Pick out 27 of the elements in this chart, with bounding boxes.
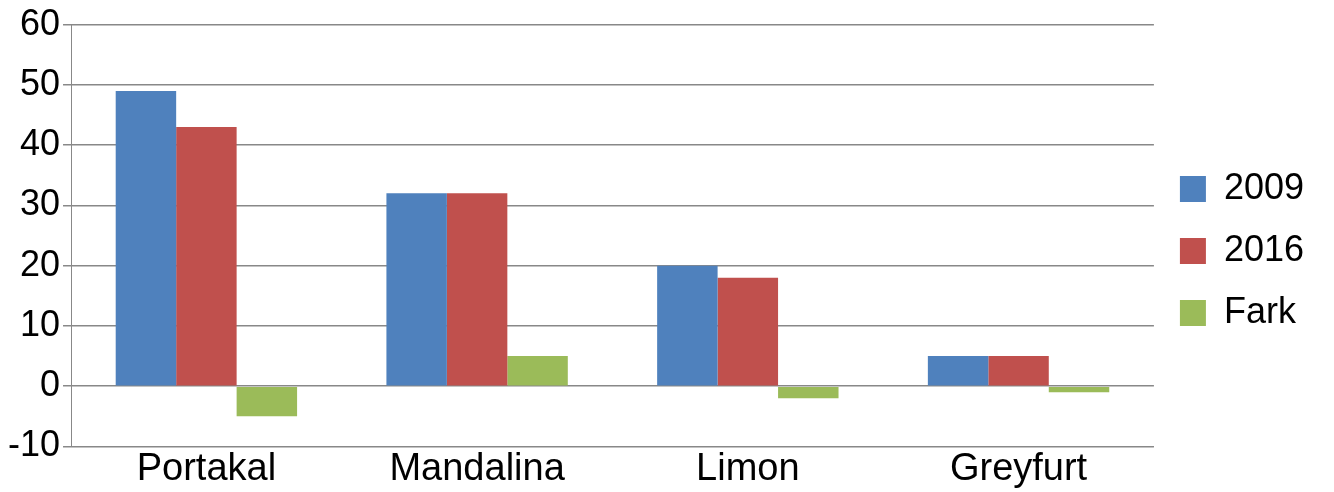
bar [717,277,779,386]
bar [446,193,508,386]
bar [176,127,237,386]
y-tick-label: 10 [19,302,61,344]
y-tick-label: 30 [19,182,61,224]
bar [988,356,1049,386]
bar [236,386,298,417]
bar [386,193,447,386]
legend-label: 2016 [1223,227,1305,269]
legend-label: Fark [1223,289,1297,331]
bar [1048,386,1110,393]
bar [927,356,989,386]
bar [657,265,718,386]
y-tick-label: 50 [19,61,61,103]
bar [778,386,839,399]
y-tick-label: 60 [19,1,61,43]
x-tick-label: Limon [696,445,800,488]
y-tick-label: 0 [40,363,61,405]
legend-label: 2009 [1223,165,1305,207]
x-tick-label: Mandalina [389,445,566,488]
x-tick-label: Greyfurt [949,445,1088,488]
bar [507,356,568,386]
y-tick-label: 40 [19,122,61,164]
x-tick-label: Portakal [136,445,277,488]
bar [115,90,177,386]
y-tick-label: 20 [19,242,61,284]
y-tick-label: -10 [8,423,61,465]
